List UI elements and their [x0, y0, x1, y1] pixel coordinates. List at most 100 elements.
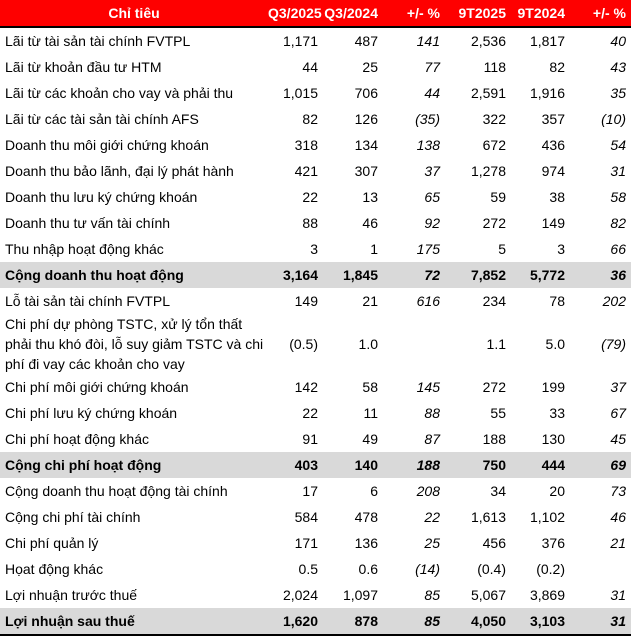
- table-row: Chi phí dự phòng TSTC, xử lý tổn thất ph…: [0, 314, 631, 374]
- cell-9t2025: 4,050: [442, 608, 508, 635]
- cell-q3-2024: 58: [362, 379, 378, 395]
- column-header-change-ytd: +/- %: [567, 0, 631, 28]
- cell-9t2024: 78: [549, 293, 565, 309]
- column-header-chi-tieu: Chỉ tiêu: [0, 0, 268, 28]
- cell-9t2025: 234: [482, 293, 506, 309]
- cell-q3-2025: 1,620: [268, 608, 320, 635]
- cell-pct-qoq: [380, 314, 442, 374]
- cell-9t2025: (0.4): [477, 561, 506, 577]
- cell-q3-2025: 171: [294, 535, 318, 551]
- cell-9t2024: 5.0: [545, 336, 565, 352]
- cell-pct-ytd: 45: [610, 431, 626, 447]
- cell-pct-ytd: 58: [610, 189, 626, 205]
- cell-q3-2025: 318: [294, 137, 318, 153]
- cell-pct-qoq: 141: [416, 33, 440, 49]
- cell-pct-qoq: 77: [424, 59, 440, 75]
- table-row: Doanh thu bảo lãnh, đại lý phát hành 421 3…: [0, 158, 631, 184]
- table-row: Chi phí quản lý 171 136 25 456 376 21: [0, 530, 631, 556]
- cell-pct-ytd: 21: [610, 535, 626, 551]
- cell-9t2024: 33: [549, 405, 565, 421]
- cell-pct-qoq: 22: [424, 509, 440, 525]
- cell-9t2024: 199: [541, 379, 565, 395]
- cell-q3-2025: 22: [302, 189, 318, 205]
- row-label: Lãi từ các khoản cho vay và phải thu: [5, 85, 234, 101]
- row-label: Lãi từ các tài sản tài chính AFS: [5, 111, 199, 127]
- table-body: Lãi từ tài sản tài chính FVTPL 1,171 487 14…: [0, 27, 631, 635]
- row-label: Họat động khác: [5, 561, 104, 577]
- cell-q3-2024: 487: [354, 33, 378, 49]
- cell-9t2025: 5: [498, 241, 506, 257]
- table-row: Lãi từ các tài sản tài chính AFS 82 126 (35…: [0, 106, 631, 132]
- cell-pct-qoq: 208: [416, 483, 440, 499]
- cell-9t2024: 38: [549, 189, 565, 205]
- cell-pct-ytd: 31: [610, 587, 626, 603]
- cell-9t2024: 149: [541, 215, 565, 231]
- cell-9t2024: 20: [549, 483, 565, 499]
- cell-9t2024: 357: [541, 111, 565, 127]
- cell-9t2025: 59: [490, 189, 506, 205]
- cell-q3-2025: 403: [268, 452, 320, 478]
- cell-q3-2025: 149: [294, 293, 318, 309]
- table-row: Lỗ tài sản tài chính FVTPL 149 21 616 234 78 2…: [0, 288, 631, 314]
- cell-pct-ytd: 69: [567, 452, 631, 478]
- cell-q3-2024: 1,097: [342, 587, 378, 603]
- cell-9t2025: 750: [442, 452, 508, 478]
- cell-9t2024: 5,772: [508, 262, 567, 288]
- table-row: Lợi nhuận trước thuế 2,024 1,097 85 5,067 3,8…: [0, 582, 631, 608]
- cell-q3-2024: 706: [354, 85, 378, 101]
- row-label: Lãi từ tài sản tài chính FVTPL: [5, 33, 191, 49]
- cell-9t2024: 130: [541, 431, 565, 447]
- cell-q3-2024: 1,845: [320, 262, 380, 288]
- cell-pct-ytd: 46: [610, 509, 626, 525]
- cell-q3-2025: (0.5): [289, 336, 318, 352]
- cell-9t2024: 3,869: [529, 587, 565, 603]
- cell-pct-qoq: 188: [380, 452, 442, 478]
- row-label: Thu nhập hoạt động khác: [5, 241, 164, 257]
- table-row: Lãi từ các khoản cho vay và phải thu 1,01…: [0, 80, 631, 106]
- cell-pct-qoq: 37: [424, 163, 440, 179]
- cell-9t2025: 5,067: [470, 587, 506, 603]
- cell-9t2024: 974: [541, 163, 565, 179]
- column-header-q3-2024: Q3/2024: [320, 0, 380, 28]
- cell-pct-qoq: 92: [424, 215, 440, 231]
- cell-pct-ytd: 54: [610, 137, 626, 153]
- cell-pct-qoq: 145: [416, 379, 440, 395]
- cell-9t2025: 188: [482, 431, 506, 447]
- table-row: Doanh thu môi giới chứng khoán 318 134 138 6…: [0, 132, 631, 158]
- row-label: Lãi từ khoản đầu tư HTM: [5, 59, 162, 75]
- cell-pct-qoq: (14): [415, 561, 440, 577]
- cell-pct-ytd: 36: [567, 262, 631, 288]
- cell-q3-2025: 0.5: [298, 561, 318, 577]
- table-row: Lãi từ tài sản tài chính FVTPL 1,171 487 14…: [0, 27, 631, 54]
- row-label: Doanh thu môi giới chứng khoán: [5, 137, 209, 153]
- cell-9t2025: 1,278: [470, 163, 506, 179]
- cell-q3-2025: 91: [302, 431, 318, 447]
- cell-pct-qoq: 616: [416, 293, 440, 309]
- cell-pct-ytd: (10): [601, 111, 626, 127]
- cell-q3-2024: 307: [354, 163, 378, 179]
- cell-q3-2024: 1: [370, 241, 378, 257]
- table-row: Doanh thu lưu ký chứng khoán 22 13 65 59 38 58: [0, 184, 631, 210]
- cell-q3-2025: 142: [294, 379, 318, 395]
- cell-pct-qoq: 88: [424, 405, 440, 421]
- row-label: Doanh thu lưu ký chứng khoán: [5, 189, 198, 205]
- column-header-q3-2025: Q3/2025: [268, 0, 322, 28]
- cell-9t2024: (0.2): [536, 561, 565, 577]
- row-label: Cộng chi phí hoạt động: [0, 452, 268, 478]
- cell-9t2025: 2,591: [470, 85, 506, 101]
- cell-pct-ytd: 66: [610, 241, 626, 257]
- cell-pct-qoq: 175: [416, 241, 440, 257]
- cell-9t2025: 2,536: [470, 33, 506, 49]
- cell-q3-2024: 11: [363, 405, 378, 421]
- cell-q3-2025: 3: [310, 241, 318, 257]
- cell-pct-ytd: 73: [610, 483, 626, 499]
- row-label: Chi phí quản lý: [5, 535, 99, 551]
- cell-pct-qoq: 72: [380, 262, 442, 288]
- row-label: Lợi nhuận trước thuế: [5, 587, 138, 603]
- table-header-row: Chỉ tiêu Q3/2025 Q3/2024 +/- % 9T2025 9T…: [0, 0, 631, 28]
- cell-9t2025: 322: [482, 111, 506, 127]
- cell-pct-qoq: (35): [415, 111, 440, 127]
- cell-q3-2024: 878: [320, 608, 380, 635]
